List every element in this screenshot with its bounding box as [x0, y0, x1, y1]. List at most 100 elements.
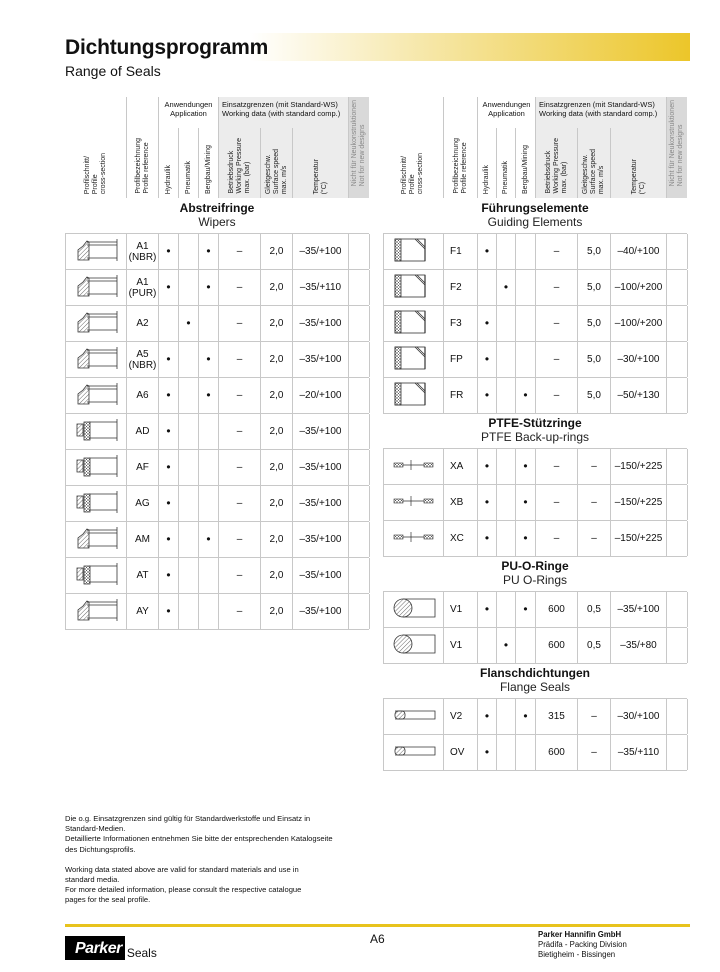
cell-value: – — [591, 747, 597, 758]
cell-not-new — [667, 234, 688, 269]
cell-value: V1 — [450, 640, 463, 651]
cell-temperature: –150/+225 — [611, 521, 667, 556]
page-number: A6 — [370, 932, 385, 946]
cell-temperature: –35/+80 — [611, 628, 667, 663]
cell-pneumatik — [179, 558, 199, 593]
check-dot: • — [484, 352, 490, 366]
cell-hydraulik: • — [159, 270, 179, 305]
cell-temperature: –35/+100 — [293, 414, 349, 449]
cell-pneumatik — [497, 592, 516, 627]
check-dot: • — [166, 244, 171, 258]
cell-pneumatik — [179, 378, 199, 413]
parker-logo: Parker Seals — [65, 936, 157, 960]
check-dot: • — [523, 495, 528, 509]
check-dot: • — [503, 280, 509, 294]
check-dot: • — [206, 532, 211, 546]
cell-speed: 2,0 — [261, 270, 293, 305]
cell-pneumatik — [497, 521, 516, 556]
cell-pneumatik — [179, 594, 199, 629]
backup-ring-icon — [391, 487, 437, 518]
cell-hydraulik: • — [478, 699, 497, 734]
cell-value: 600 — [548, 604, 565, 615]
header-pneumatik: Pneumatik — [496, 128, 515, 198]
cell-value: –20/+100 — [299, 390, 342, 401]
header-working-data-group: Einsatzgrenzen (mit Standard-WS) Working… — [535, 97, 666, 128]
cell-bergbau — [516, 306, 536, 341]
cell-value: –150/+225 — [614, 533, 663, 544]
wiper-icon — [73, 236, 119, 267]
cell-speed: – — [578, 449, 611, 484]
table-row: XA • • – – –150/+225 — [384, 449, 688, 485]
cell-not-new — [349, 594, 370, 629]
cell-value: 2,0 — [269, 246, 284, 257]
cell-value: – — [236, 246, 243, 257]
section-title: Abstreifringe Wipers — [65, 201, 369, 230]
cell-hydraulik: • — [478, 735, 497, 770]
footnote-de: Die o.g. Einsatzgrenzen sind gültig für … — [65, 814, 333, 854]
header-label: Betriebsdruck Working Pressure max. (bar… — [227, 138, 251, 194]
cell-bergbau: • — [516, 449, 536, 484]
cell-pneumatik — [497, 378, 516, 413]
o-ring-icon — [391, 594, 437, 625]
header-label: Profilschnitt/ Profile cross-section — [401, 152, 424, 194]
cell-pneumatik — [179, 450, 199, 485]
cell-temperature: –50/+130 — [611, 378, 667, 413]
backup-ring-icon — [391, 523, 437, 554]
cell-pneumatik: • — [497, 628, 516, 663]
cell-temperature: –30/+100 — [611, 342, 667, 377]
check-dot: • — [523, 531, 528, 545]
cell-value: –100/+200 — [614, 282, 663, 293]
cell-reference: A1 (PUR) — [127, 270, 159, 305]
cell-hydraulik: • — [159, 414, 179, 449]
cell-hydraulik: • — [478, 592, 497, 627]
cell-bergbau: • — [516, 521, 536, 556]
cell-bergbau — [516, 628, 536, 663]
header-label: Profilbezeichnung Profile reference — [452, 138, 468, 194]
cell-temperature: –150/+225 — [611, 485, 667, 520]
guide-ring-icon — [391, 236, 437, 267]
cell-value: –35/+110 — [617, 747, 660, 758]
cell-value: AG — [135, 498, 150, 509]
parker-logo-suffix: Seals — [126, 946, 157, 960]
section-title-en: PTFE Back-up-rings — [480, 430, 590, 444]
wiper-icon — [73, 596, 119, 627]
cell-speed: 2,0 — [261, 342, 293, 377]
table-row: AG • – 2,0 –35/+100 — [66, 486, 370, 522]
table-row: OV • 600 – –35/+110 — [384, 735, 688, 771]
cell-temperature: –35/+110 — [611, 735, 667, 770]
cell-value: –40/+100 — [617, 246, 660, 257]
cell-value: – — [553, 246, 560, 257]
check-dot: • — [484, 459, 490, 473]
cell-reference: F1 — [444, 234, 478, 269]
cell-reference: OV — [444, 735, 478, 770]
header-label: Nicht für Neukonstruktionen Not for new … — [351, 100, 366, 187]
cell-profile — [384, 449, 444, 484]
cell-value: AD — [135, 426, 150, 437]
table-header: Profilschnitt/ Profile cross-section Prof… — [65, 97, 369, 198]
check-dot: • — [166, 280, 171, 294]
cell-profile — [66, 486, 127, 521]
cell-bergbau — [199, 486, 219, 521]
cell-not-new — [667, 521, 688, 556]
cell-reference: A6 — [127, 378, 159, 413]
cell-profile — [66, 306, 127, 341]
cell-value: 2,0 — [269, 534, 284, 545]
cell-reference: A1 (NBR) — [127, 234, 159, 269]
cell-pressure: 600 — [536, 735, 578, 770]
cell-pneumatik — [179, 486, 199, 521]
cell-value: –35/+100 — [299, 426, 342, 437]
cell-pressure: – — [219, 414, 261, 449]
cell-bergbau — [516, 270, 536, 305]
cell-profile — [66, 342, 127, 377]
header-label: Pneumatik — [184, 160, 192, 194]
check-dot: • — [523, 709, 528, 723]
cell-pressure: – — [219, 270, 261, 305]
cell-bergbau — [199, 594, 219, 629]
table-row: AM • • – 2,0 –35/+100 — [66, 522, 370, 558]
cell-value: F3 — [450, 318, 462, 329]
cell-not-new — [667, 270, 688, 305]
cell-pressure: – — [219, 486, 261, 521]
cell-temperature: –35/+100 — [611, 592, 667, 627]
header-profile: Profilschnitt/ Profile cross-section — [65, 97, 126, 198]
cell-hydraulik: • — [159, 522, 179, 557]
